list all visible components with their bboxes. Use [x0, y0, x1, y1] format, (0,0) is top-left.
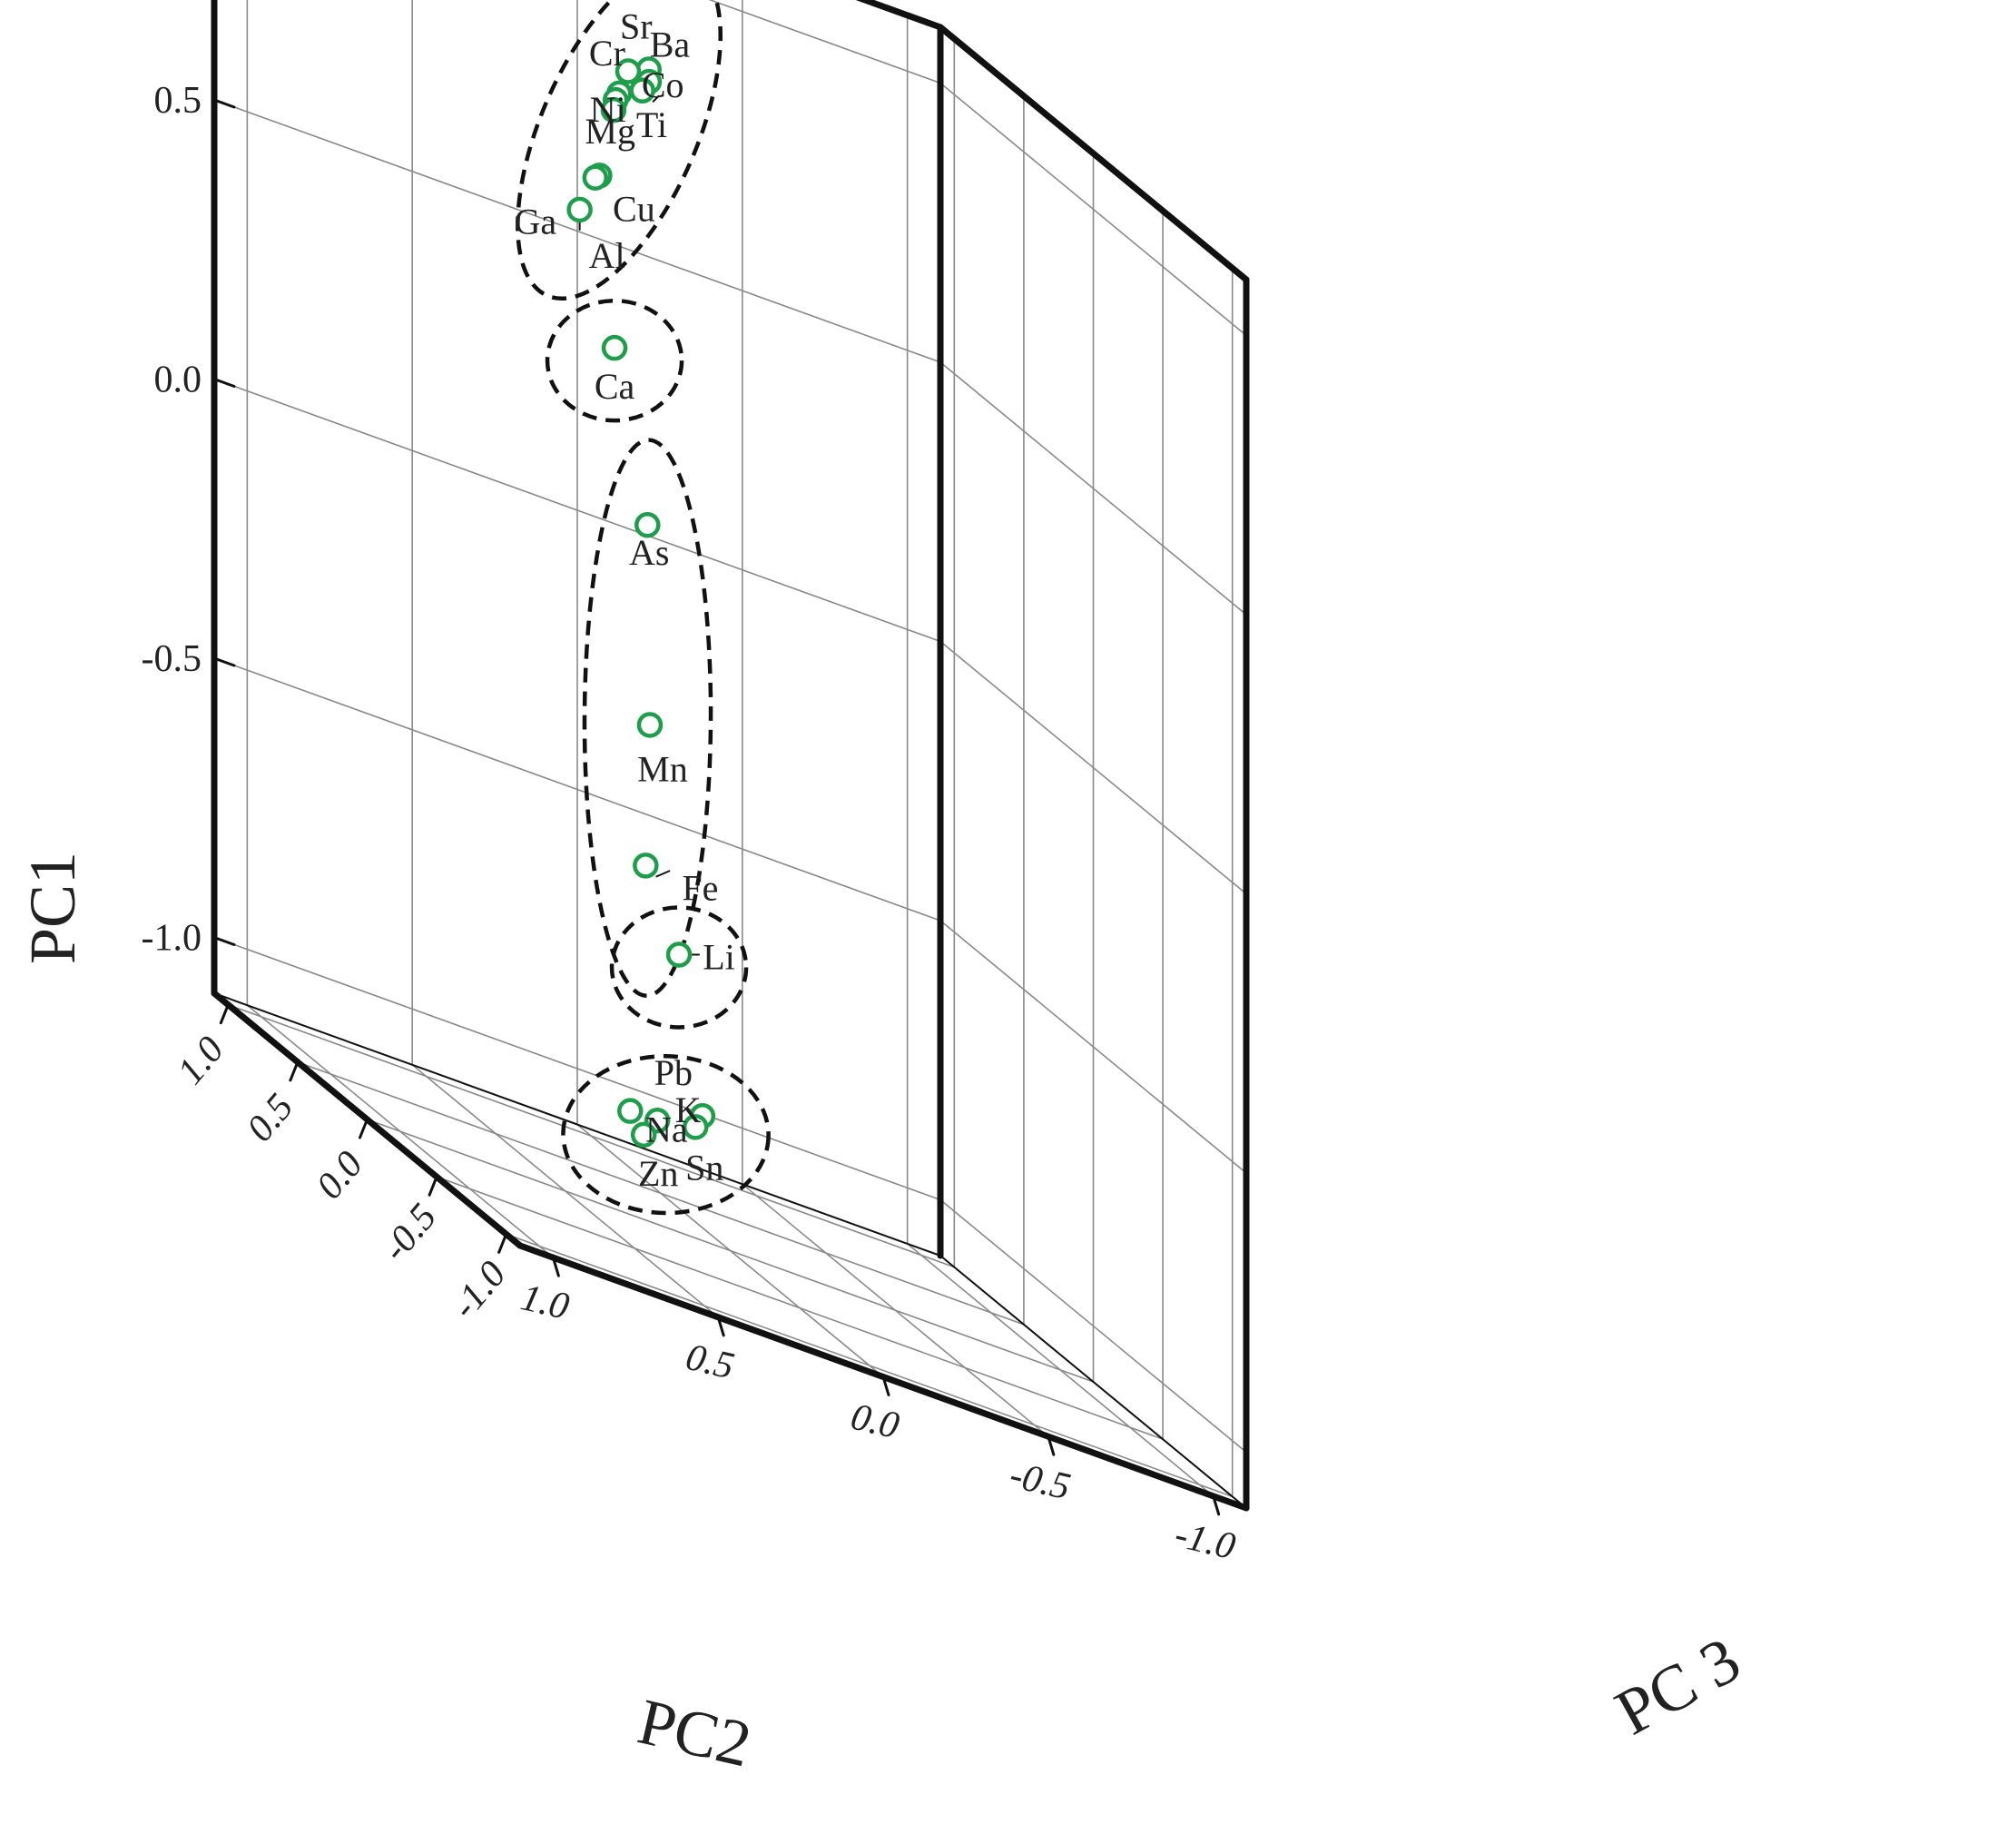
tick-mark-pc3	[497, 1232, 508, 1254]
point-label-al: Al	[589, 235, 625, 276]
tick-labels: -1.0-0.50.00.51.0-1.0-0.50.00.51.0-1.0-0…	[142, 80, 1240, 1568]
grid-lines	[213, 0, 1247, 1498]
frame-edge-top-right	[937, 24, 1250, 283]
tick-mark-pc3	[428, 1175, 438, 1197]
data-point-na	[617, 1098, 644, 1124]
grid-line-pc3-floor	[505, 1233, 1234, 1498]
tick-label-pc3: 0.0	[309, 1144, 371, 1208]
tick-label-pc3: -0.5	[374, 1197, 445, 1270]
point-label-co: Co	[642, 64, 684, 105]
tick-label-pc3: -1.0	[444, 1254, 515, 1327]
tick-mark-pc2	[716, 1316, 725, 1337]
point-label-cr: Cr	[589, 33, 625, 74]
point-label-pb: Pb	[654, 1052, 693, 1093]
point-label-ba: Ba	[650, 24, 691, 64]
leader-fe	[655, 870, 671, 878]
tick-mark-pc2	[1212, 1494, 1221, 1516]
data-point-ti	[600, 96, 627, 123]
point-label-fe: Fe	[682, 867, 718, 908]
point-label-sn: Sn	[685, 1147, 723, 1188]
tick-mark-pc1	[212, 378, 236, 388]
point-label-zn: Zn	[638, 1153, 678, 1194]
grid-line-pc3-floor	[366, 1119, 1095, 1383]
frame-edge-floor-back-right	[939, 1255, 1247, 1509]
tick-label-pc1: 0.0	[154, 360, 202, 401]
data-points	[566, 56, 716, 1149]
cluster-ellipses	[516, 0, 771, 1216]
point-label-cu: Cu	[613, 188, 655, 229]
tick-label-pc2: -1.0	[1171, 1513, 1239, 1568]
tick-marks	[212, 98, 1221, 1516]
tick-label-pc2: 0.0	[847, 1396, 903, 1448]
tick-mark-pc2	[1047, 1435, 1056, 1456]
tick-label-pc3: 1.0	[170, 1029, 232, 1092]
cluster-ellipse	[582, 438, 713, 999]
data-point-li	[665, 942, 693, 968]
point-label-ca: Ca	[595, 366, 635, 407]
grid-line-pc1-right-wall	[939, 1198, 1247, 1454]
point-label-ni: Ni	[590, 89, 626, 130]
tick-mark-pc2	[551, 1256, 560, 1277]
grid-line-pc1-left-wall	[708, 0, 941, 84]
cluster-ellipse	[545, 298, 684, 423]
grid-line-pc1-right-wall	[939, 361, 1247, 616]
tick-mark-pc2	[881, 1375, 890, 1396]
tick-mark-pc1	[212, 656, 236, 667]
grid-line-pc3-floor	[297, 1061, 1025, 1326]
grid-line-pc1-right-wall	[939, 82, 1247, 337]
data-point-ba	[615, 58, 642, 84]
grid-line-pc1-right-wall	[939, 640, 1247, 895]
grid-line-pc1-right-wall	[939, 920, 1247, 1174]
data-point-fe	[633, 853, 659, 879]
point-label-na: Na	[645, 1109, 688, 1150]
data-point-as	[634, 511, 661, 538]
tick-label-pc1: 0.5	[154, 80, 202, 122]
point-label-k: K	[675, 1089, 702, 1130]
axis-frame	[211, 0, 1250, 1512]
grid-line-pc1-left-wall	[213, 936, 941, 1201]
tick-mark-pc3	[219, 1003, 230, 1025]
data-point-al	[566, 196, 593, 223]
point-label-ga: Ga	[514, 202, 556, 242]
data-point-ca	[601, 334, 628, 361]
tick-mark-pc1	[212, 936, 236, 946]
x-axis-title: PC2	[632, 1685, 758, 1781]
tick-label-pc2: -0.5	[1006, 1454, 1074, 1509]
data-point-zn	[630, 1121, 657, 1149]
tick-mark-pc3	[359, 1118, 369, 1139]
point-label-ti: Ti	[636, 104, 667, 145]
tick-label-pc2: 1.0	[517, 1277, 574, 1328]
grid-line-pc1-left-wall	[213, 378, 941, 643]
tick-mark-pc3	[289, 1060, 300, 1082]
data-point-mn	[636, 712, 664, 738]
tick-label-pc2: 0.5	[682, 1336, 738, 1388]
cluster-ellipse	[561, 1054, 771, 1216]
grid-line-pc3-floor	[436, 1176, 1164, 1440]
z-axis-title: PC1	[16, 852, 89, 964]
tick-label-pc1: -1.0	[142, 918, 202, 960]
grid-line-pc1-left-wall	[213, 99, 941, 363]
y-axis-title: PC 3	[1604, 1623, 1752, 1750]
grid-line-pc3-floor	[227, 1003, 956, 1268]
point-label-li: Li	[703, 936, 735, 977]
point-label-as: As	[629, 532, 669, 573]
data-point-sn	[682, 1114, 709, 1140]
point-label-sr: Sr	[620, 6, 653, 47]
point-label-mg: Mg	[585, 111, 635, 152]
tick-mark-pc1	[212, 98, 236, 109]
grid-line-pc1-left-wall	[213, 657, 941, 922]
leader-ni	[652, 94, 660, 103]
point-label-mn: Mn	[637, 748, 688, 789]
tick-label-pc1: -0.5	[142, 638, 202, 680]
data-point-ga	[582, 164, 609, 191]
cluster-ellipse	[609, 905, 749, 1030]
tick-label-pc3: 0.5	[239, 1087, 301, 1150]
frame-edge-floor-back-left	[213, 992, 941, 1257]
